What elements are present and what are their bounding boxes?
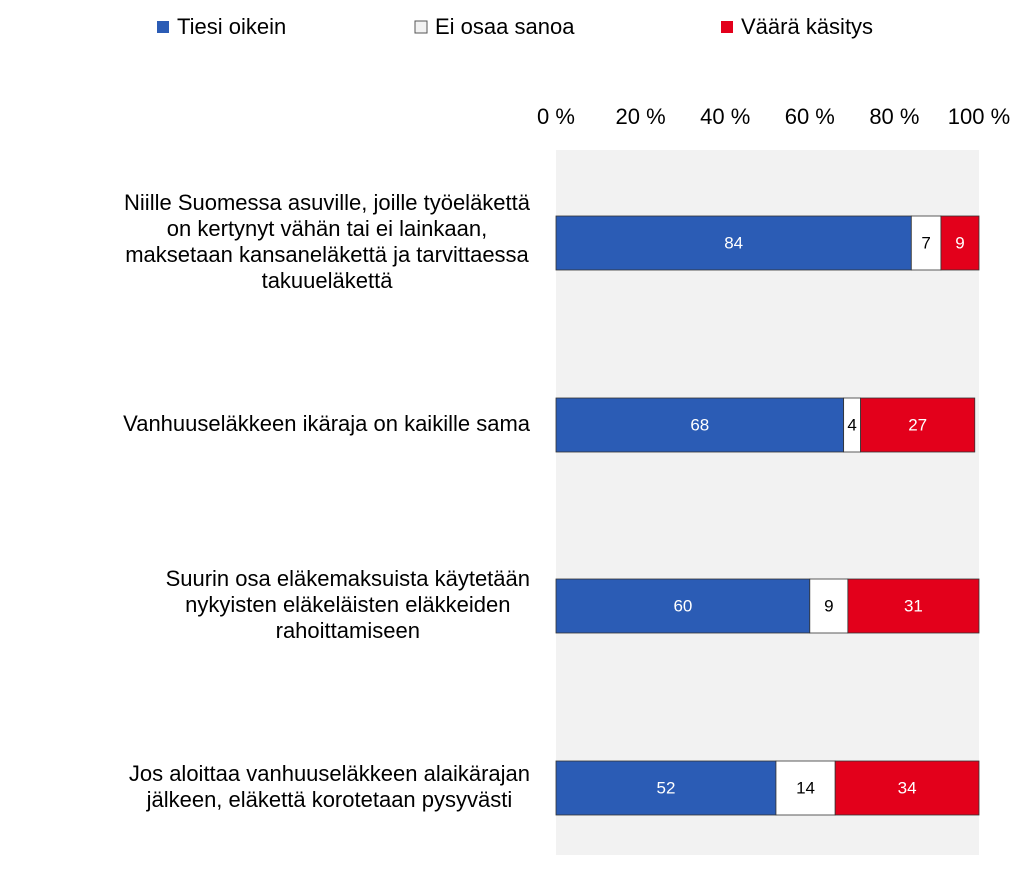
x-tick-label: 60 %: [785, 104, 835, 129]
category-label: Suurin osa eläkemaksuista käytetään nykyi…: [166, 566, 530, 643]
bar-segment: [847, 578, 980, 634]
value-label: 52: [657, 778, 676, 797]
legend-marker: [157, 21, 169, 33]
x-tick-label: 100 %: [948, 104, 1010, 129]
legend-label: Väärä käsitys: [741, 14, 873, 39]
value-label: 27: [908, 415, 927, 434]
bar-segment: [555, 397, 845, 453]
category-label: Vanhuuseläkkeen ikäraja on kaikille sama: [123, 411, 531, 436]
value-label: 31: [904, 596, 923, 615]
x-tick-label: 20 %: [616, 104, 666, 129]
value-label: 34: [898, 778, 917, 797]
bar-segment: [555, 215, 912, 271]
value-label: 14: [796, 778, 815, 797]
bar-segment: [860, 397, 976, 453]
value-label: 84: [724, 233, 743, 252]
value-label: 60: [673, 596, 692, 615]
x-tick-label: 0 %: [537, 104, 575, 129]
bar-segment: [940, 215, 980, 271]
category-label: Niille Suomessa asuville, joille työeläk…: [124, 190, 531, 293]
category-label: Jos aloittaa vanhuuseläkkeen alaikärajan…: [129, 761, 530, 812]
value-label: 7: [921, 233, 930, 252]
legend-label: Tiesi oikein: [177, 14, 286, 39]
value-label: 4: [847, 415, 856, 434]
value-label: 9: [955, 233, 964, 252]
bar-segment: [775, 760, 836, 816]
bar-segment: [910, 215, 942, 271]
legend-label: Ei osaa sanoa: [435, 14, 575, 39]
x-tick-label: 40 %: [700, 104, 750, 129]
bar-segment: [834, 760, 980, 816]
x-tick-label: 80 %: [869, 104, 919, 129]
bar-segment: [555, 760, 777, 816]
bar-segment: [809, 578, 849, 634]
legend-marker: [721, 21, 733, 33]
value-label: 9: [824, 596, 833, 615]
value-label: 68: [690, 415, 709, 434]
legend-marker: [414, 20, 428, 34]
bar-segment: [555, 578, 811, 634]
